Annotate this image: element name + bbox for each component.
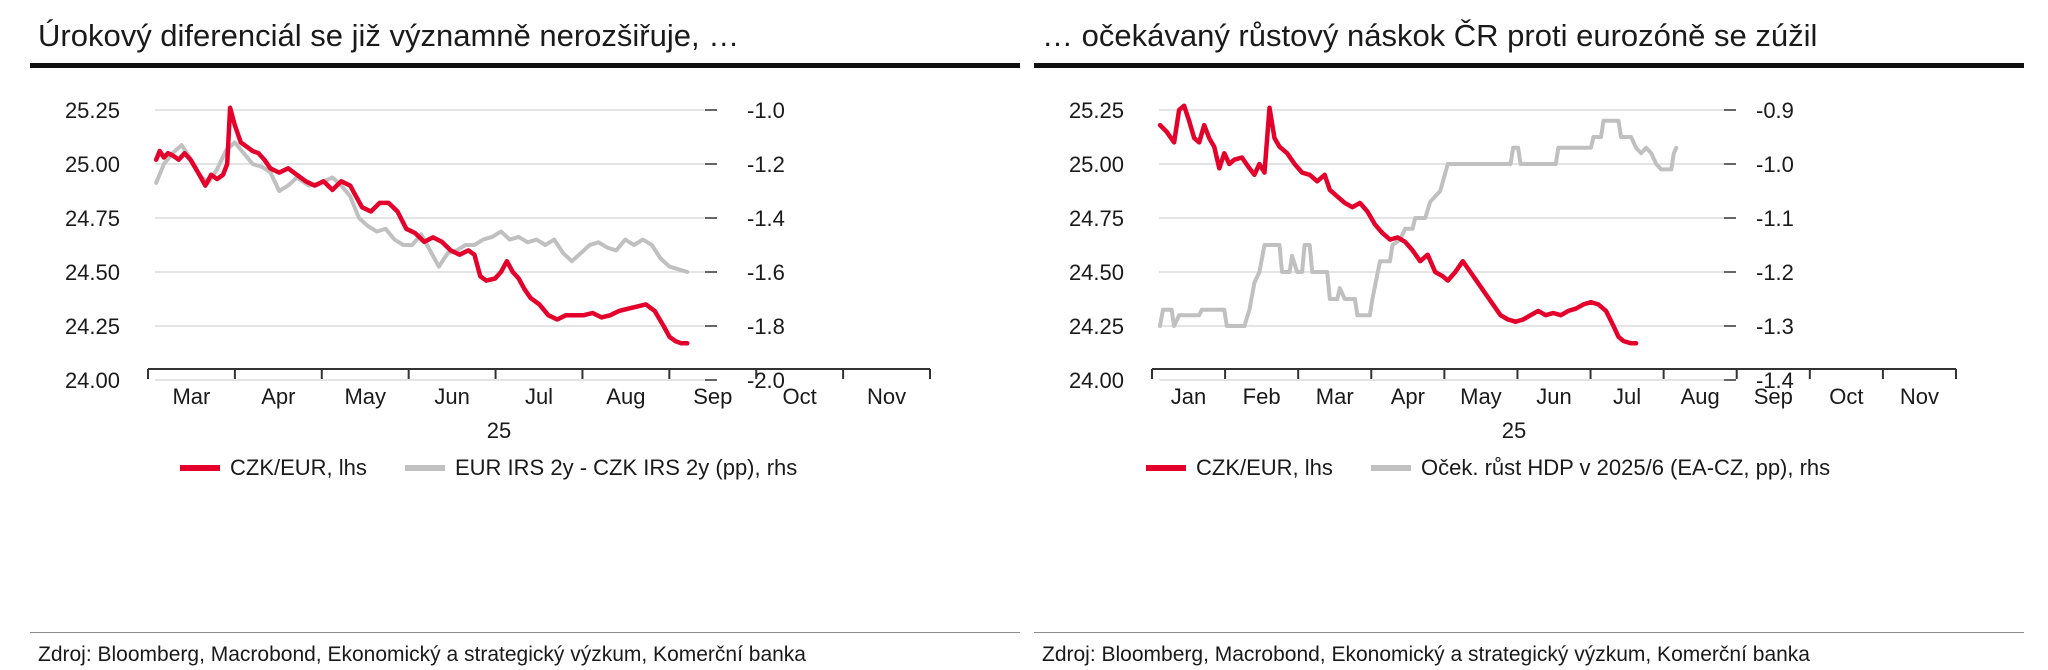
x-tick-label: Jan: [1171, 384, 1206, 409]
source-note: Zdroj: Bloomberg, Macrobond, Ekonomický …: [1042, 643, 1810, 666]
series-line-secondary: [1158, 118, 1679, 328]
y-left-tick-label: 24.50: [1069, 260, 1124, 285]
x-tick-label: Oct: [1829, 384, 1863, 409]
x-tick-label: Apr: [261, 384, 295, 409]
legend-label: Oček. růst HDP v 2025/6 (EA-CZ, pp), rhs: [1421, 455, 1830, 480]
legend-label: CZK/EUR, lhs: [230, 455, 367, 480]
y-right-tick-label: -1.0: [747, 98, 785, 123]
y-right-tick-label: -0.9: [1756, 98, 1794, 123]
x-year-label: 25: [487, 418, 511, 443]
x-tick-label: Mar: [172, 384, 210, 409]
panel-title: Úrokový diferenciál se již významně nero…: [38, 18, 740, 53]
x-year-label: 25: [1502, 418, 1526, 443]
panel-title: … očekávaný růstový náskok ČR proti euro…: [1042, 18, 1818, 53]
x-tick-label: Nov: [867, 384, 906, 409]
x-tick-label: Aug: [606, 384, 645, 409]
y-left-tick-label: 24.00: [1069, 368, 1124, 393]
y-left-tick-label: 25.25: [1069, 98, 1124, 123]
x-tick-label: Jun: [1536, 384, 1571, 409]
x-tick-label: Aug: [1681, 384, 1720, 409]
x-tick-label: Apr: [1391, 384, 1425, 409]
x-tick-label: Feb: [1243, 384, 1281, 409]
y-left-tick-label: 24.75: [65, 206, 120, 231]
chart-right: 25.25 25.00 24.75 24.50 24.25 24.00 -0.9 -1.0 -1…: [1069, 98, 1957, 480]
x-tick-label: May: [1460, 384, 1502, 409]
y-left-tick-label: 24.00: [65, 368, 120, 393]
y-right-tick-label: -1.4: [747, 206, 785, 231]
y-right-tick-label: -1.3: [1756, 314, 1794, 339]
y-right-tick-label: -1.2: [1756, 260, 1794, 285]
legend-label: EUR IRS 2y - CZK IRS 2y (pp), rhs: [455, 455, 797, 480]
y-right-tick-label: -1.1: [1756, 206, 1794, 231]
y-right-tick-label: -1.6: [747, 260, 785, 285]
source-divider: [1034, 632, 2024, 633]
y-left-tick-label: 25.25: [65, 98, 120, 123]
title-divider: [30, 63, 1020, 68]
y-left-tick-label: 25.00: [1069, 152, 1124, 177]
y-left-tick-label: 24.75: [1069, 206, 1124, 231]
y-right-tick-label: -1.0: [1756, 152, 1794, 177]
x-tick-label: Oct: [783, 384, 817, 409]
source-divider: [30, 632, 1020, 633]
chart-left: 25.25 25.00 24.75 24.50 24.25 24.00 -1.0 -1.2 -1…: [65, 98, 931, 480]
x-tick-label: Jun: [434, 384, 469, 409]
y-left-tick-label: 24.25: [65, 314, 120, 339]
y-left-tick-label: 24.50: [65, 260, 120, 285]
series-line-secondary: [154, 140, 690, 274]
x-tick-label: Sep: [1754, 384, 1793, 409]
series-line-czk-eur: [1157, 103, 1639, 346]
y-left-tick-label: 25.00: [65, 152, 120, 177]
title-divider: [1034, 63, 2024, 68]
x-tick-label: Mar: [1316, 384, 1354, 409]
y-right-tick-label: -1.2: [747, 152, 785, 177]
source-note: Zdroj: Bloomberg, Macrobond, Ekonomický …: [38, 643, 806, 666]
y-right-tick-label: -2.0: [747, 368, 785, 393]
x-tick-label: Jul: [525, 384, 553, 409]
x-tick-label: Sep: [693, 384, 732, 409]
x-tick-label: Jul: [1613, 384, 1641, 409]
legend-label: CZK/EUR, lhs: [1196, 455, 1333, 480]
x-tick-label: Nov: [1900, 384, 1939, 409]
x-tick-label: May: [344, 384, 386, 409]
series-line-czk-eur: [153, 105, 690, 346]
y-left-tick-label: 24.25: [1069, 314, 1124, 339]
y-right-tick-label: -1.8: [747, 314, 785, 339]
y-right-tick-label: -1.4: [1756, 368, 1794, 393]
